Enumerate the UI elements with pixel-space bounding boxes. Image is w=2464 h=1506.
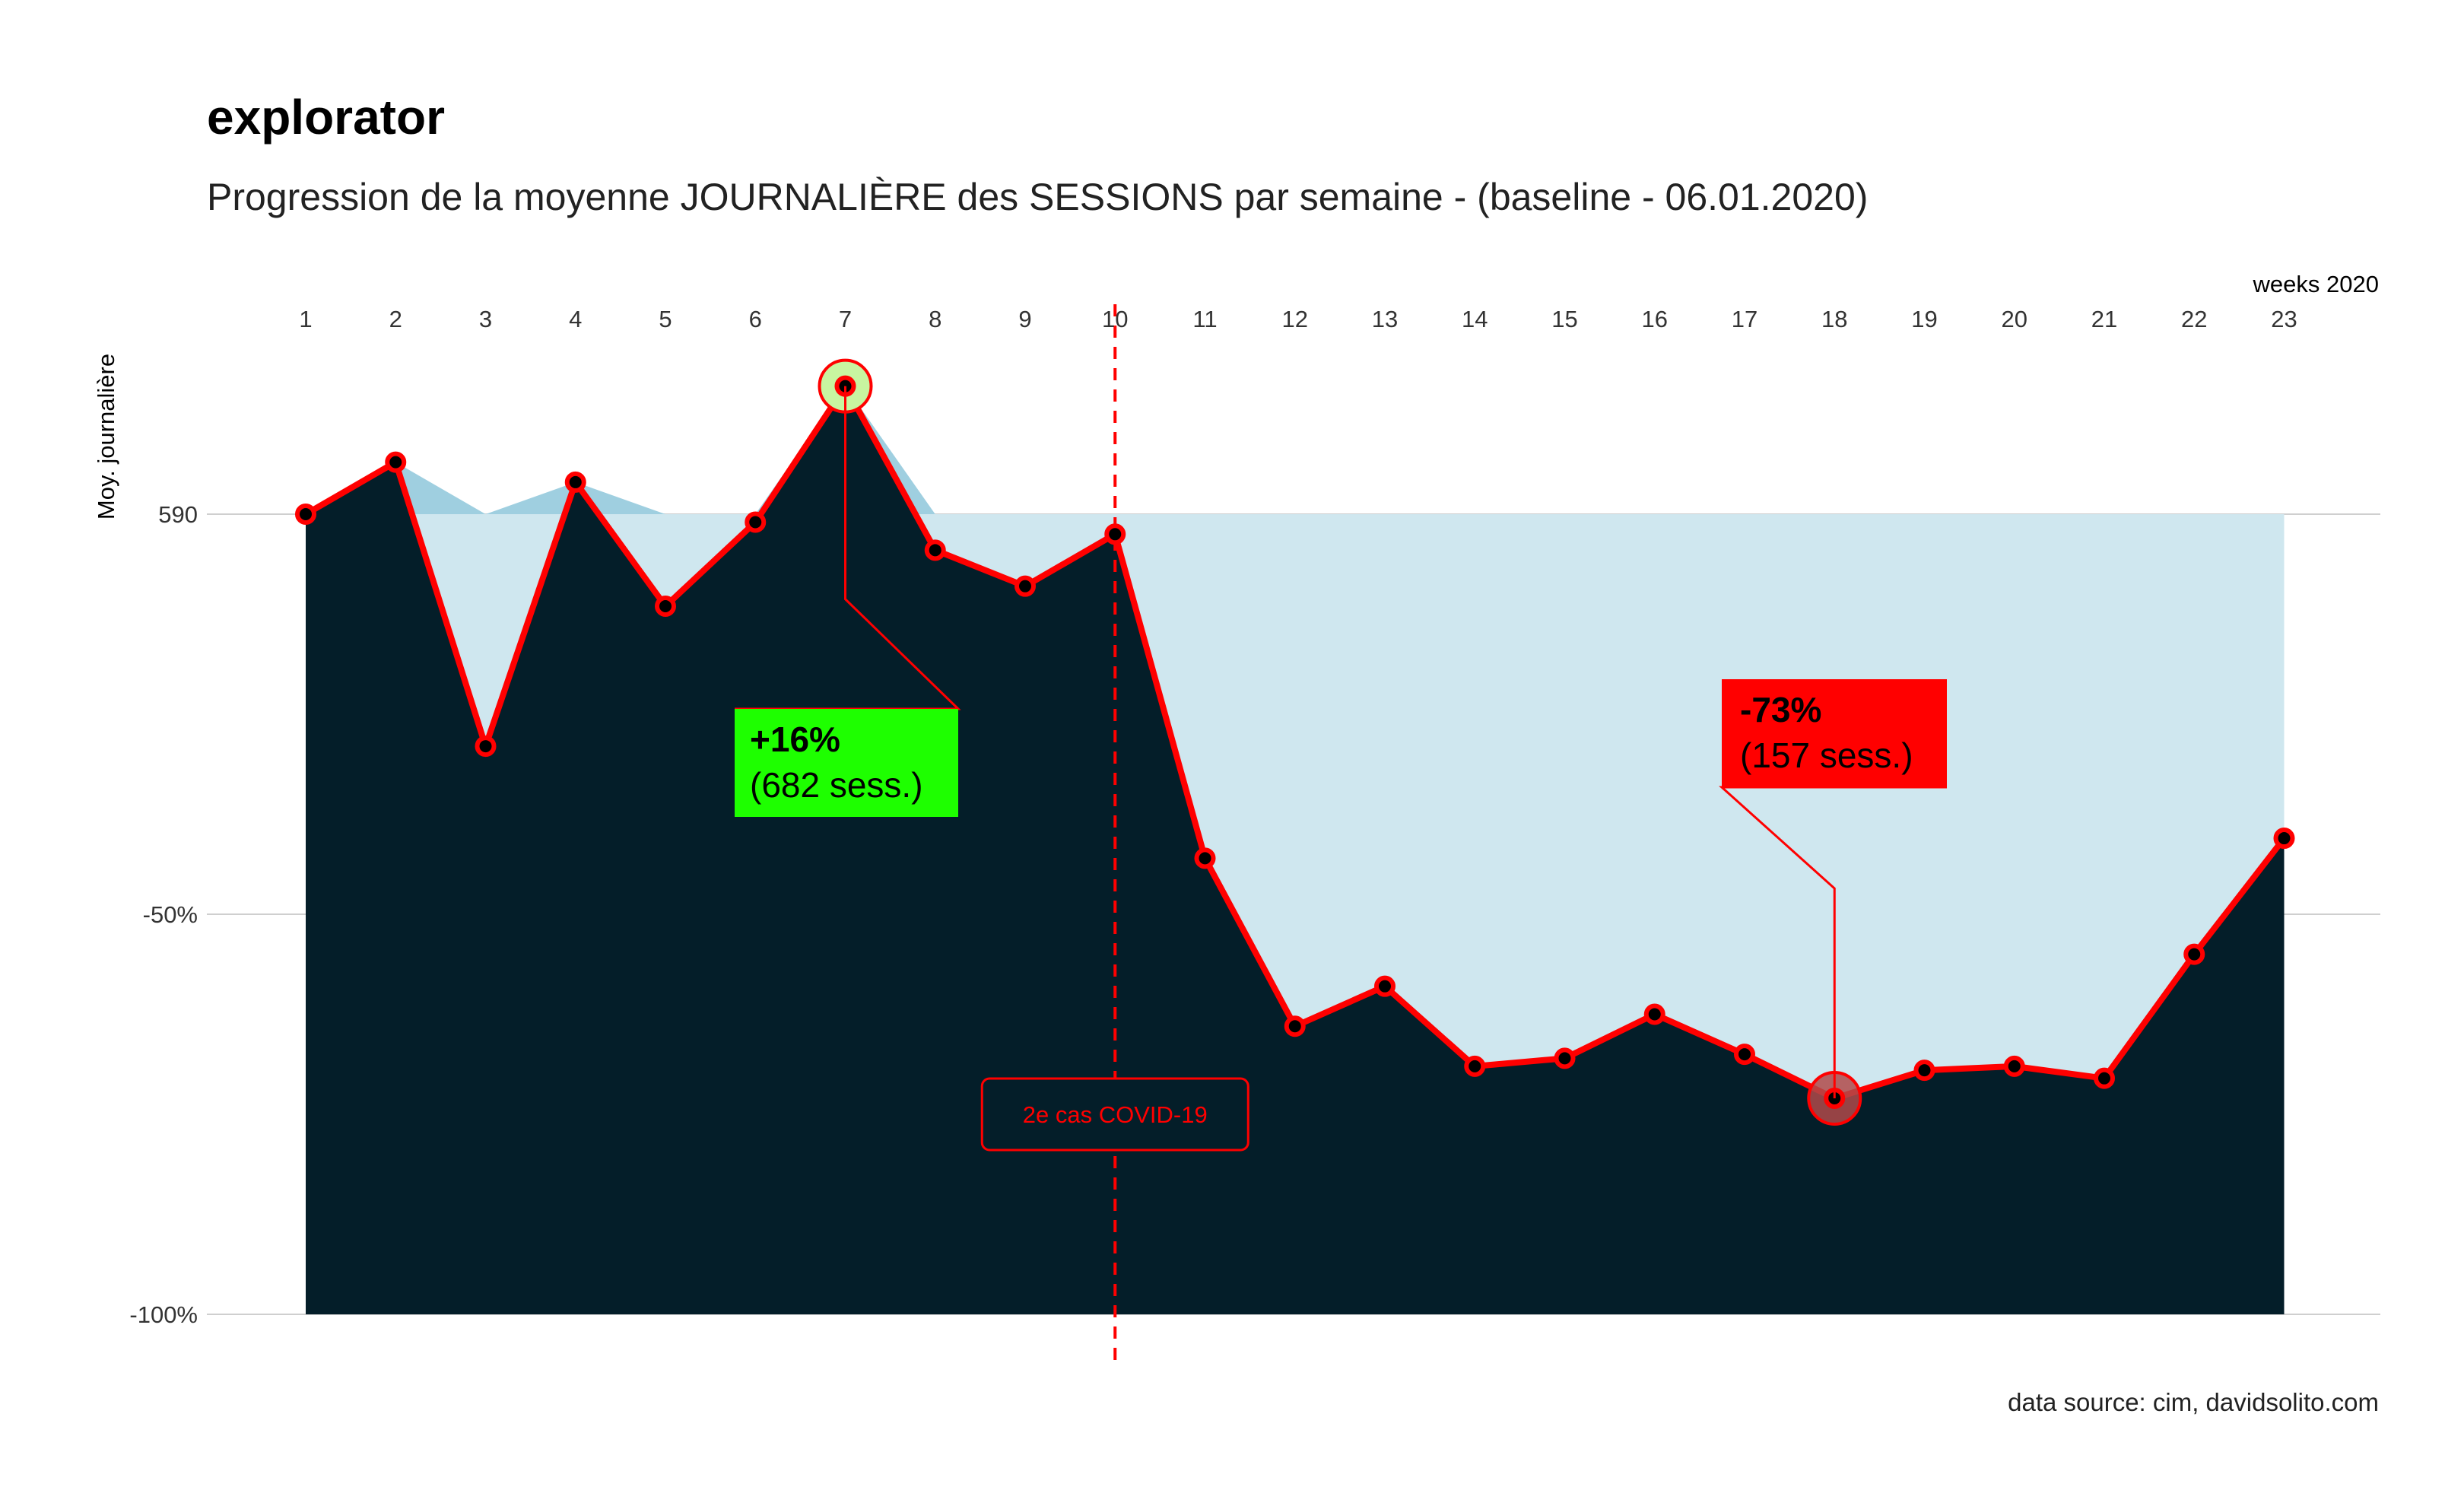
x-tick-label: 19 [1911, 306, 1937, 332]
y-tick-label: 590 [158, 501, 198, 528]
min-label-box [1722, 679, 1947, 787]
data-point [924, 539, 946, 561]
data-point [475, 736, 497, 758]
data-point [1734, 1044, 1755, 1066]
x-tick-label: 20 [2002, 306, 2027, 332]
data-point [2094, 1067, 2115, 1089]
chart-title: explorator [207, 90, 445, 145]
x-tick-label: 12 [1282, 306, 1308, 332]
x-tick-label: 10 [1102, 306, 1128, 332]
x-tick-label: 2 [389, 306, 402, 332]
x-tick-label: 11 [1192, 306, 1217, 332]
x-tick-label: 5 [659, 306, 672, 332]
data-point [1374, 975, 1396, 997]
y-axis-title: Moy. journalière [93, 354, 119, 519]
x-tick-label: 3 [479, 306, 492, 332]
series-area [306, 386, 2285, 1315]
x-tick-label: 7 [839, 306, 852, 332]
x-tick-label: 1 [299, 306, 312, 332]
data-point [655, 595, 676, 617]
x-tick-label: 6 [749, 306, 762, 332]
data-source-caption: data source: cim, davidsolito.com [2008, 1388, 2379, 1416]
x-tick-label: 22 [2181, 306, 2207, 332]
chart-subtitle: Progression de la moyenne JOURNALIÈRE de… [207, 176, 1868, 218]
x-tick-label: 8 [929, 306, 941, 332]
x-tick-label: 13 [1372, 306, 1398, 332]
y-tick-label: -50% [143, 901, 198, 928]
data-point [385, 451, 407, 473]
min-sessions-label: (157 sess.) [1740, 736, 1913, 775]
data-point [1643, 1003, 1665, 1025]
x-axis-title: weeks 2020 [2253, 271, 2379, 297]
x-tick-label: 14 [1462, 306, 1488, 332]
data-point [1284, 1015, 1306, 1037]
data-point [564, 471, 586, 493]
data-point [1554, 1047, 1576, 1069]
plot-area: 1 2 3 4 5 6 7 8 9 10 11 12 13 14 15 16 17 18 19 20 21 22 23590… [129, 304, 2380, 1361]
x-tick-label: 4 [569, 306, 582, 332]
data-point [2183, 943, 2205, 965]
y-tick-label: -100% [129, 1301, 198, 1328]
data-point [1104, 523, 1126, 545]
x-tick-label: 21 [2091, 306, 2117, 332]
data-point [1014, 575, 1036, 597]
x-tick-label: 18 [1821, 306, 1847, 332]
data-point [2003, 1055, 2025, 1077]
x-tick-label: 15 [1551, 306, 1577, 332]
x-tick-label: 9 [1018, 306, 1031, 332]
min-pct-label: -73% [1740, 690, 1821, 729]
max-sessions-label: (682 sess.) [750, 765, 923, 805]
data-point [2273, 828, 2295, 850]
event-label-box [980, 1077, 1249, 1152]
data-point [1464, 1055, 1486, 1077]
x-tick-label: 17 [1732, 306, 1758, 332]
above-baseline-area [306, 386, 2285, 514]
data-point [295, 504, 316, 525]
data-point [1913, 1060, 1935, 1082]
x-tick-label: 23 [2271, 306, 2297, 332]
data-point [1194, 847, 1216, 869]
data-point [745, 511, 767, 533]
x-tick-label: 16 [1642, 306, 1668, 332]
max-label-box [735, 709, 958, 817]
max-pct-label: +16% [750, 720, 840, 759]
event-label: 2e cas COVID-19 [1023, 1101, 1208, 1128]
